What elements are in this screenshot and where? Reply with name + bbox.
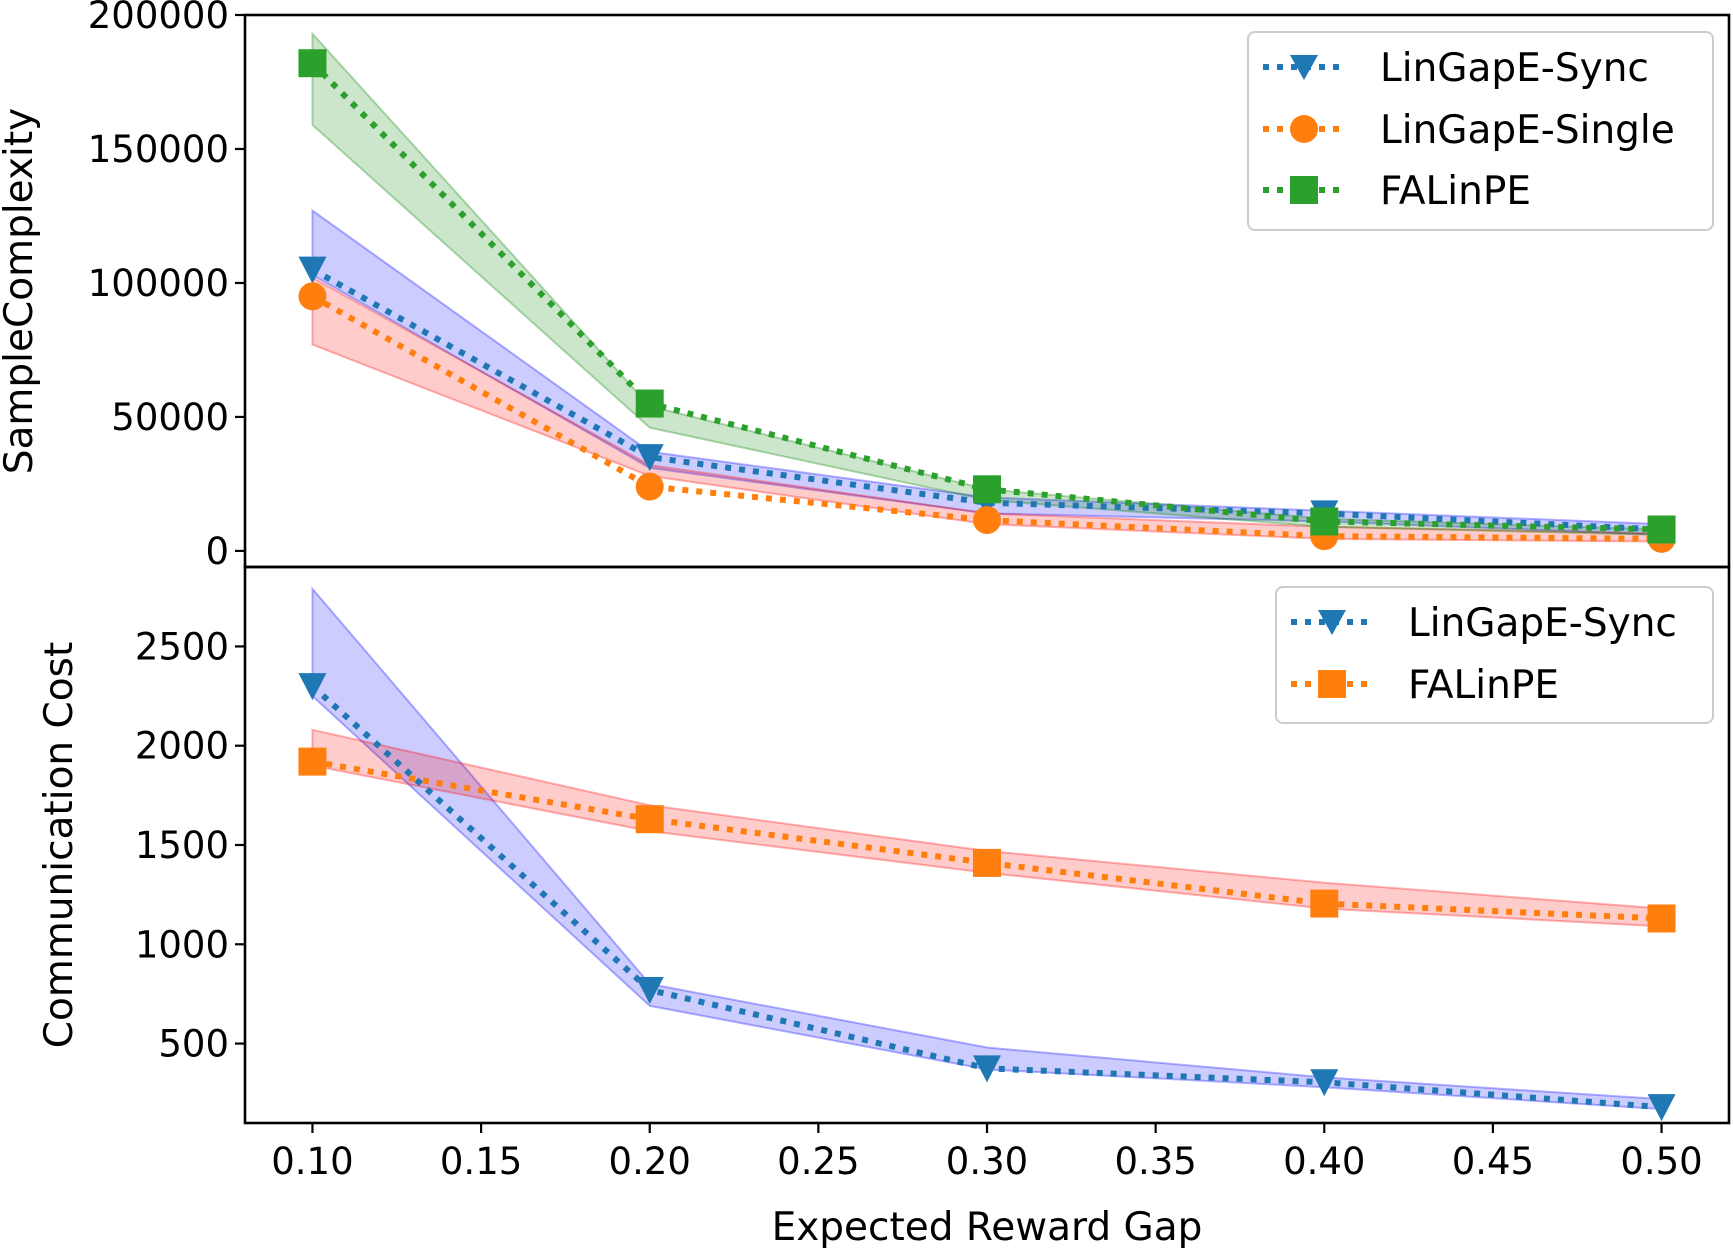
triangle-down-icon xyxy=(1290,55,1318,80)
legend-entry-lingape-sync: LinGapE-Sync xyxy=(1291,601,1677,646)
y-tick-label: 1500 xyxy=(135,824,229,867)
x-tick-label: 0.15 xyxy=(440,1140,522,1183)
point-lingape-sync xyxy=(635,976,664,1004)
point-falinpe xyxy=(1647,904,1676,933)
y-tick-label: 2000 xyxy=(135,725,229,768)
legend-entry-lingape-sync: LinGapE-Sync xyxy=(1263,46,1649,91)
top-legend-box xyxy=(1247,31,1714,231)
point-falinpe xyxy=(1310,507,1339,536)
point-falinpe xyxy=(298,747,327,776)
bottom-legend-box xyxy=(1275,586,1714,724)
x-tick-label: 0.30 xyxy=(946,1140,1028,1183)
legend-entry-falinpe: FALinPE xyxy=(1263,169,1531,214)
point-lingape-single xyxy=(973,506,1001,535)
legend-label: FALinPE xyxy=(1380,169,1531,214)
x-tick-label: 0.25 xyxy=(777,1140,859,1183)
top-series-markers xyxy=(298,49,1676,553)
line-falinpe xyxy=(311,758,1662,922)
x-tick-label: 0.20 xyxy=(609,1140,691,1183)
point-falinpe xyxy=(1647,515,1676,544)
point-falinpe xyxy=(973,475,1001,504)
x-tick-label: 0.45 xyxy=(1452,1140,1534,1183)
x-tick-label: 0.10 xyxy=(271,1140,353,1183)
y-tick-label: 500 xyxy=(158,1023,229,1066)
circle-icon xyxy=(1290,115,1318,143)
x-tick-label: 0.50 xyxy=(1620,1140,1702,1183)
x-axis-label: Expected Reward Gap xyxy=(772,1205,1203,1248)
bottom-y-ticks: 500 1000 1500 2000 2500 xyxy=(135,625,245,1066)
point-lingape-sync xyxy=(298,256,327,284)
point-lingape-sync xyxy=(298,673,327,701)
legend-label: LinGapE-Sync xyxy=(1408,601,1677,646)
y-tick-label: 2500 xyxy=(135,625,229,668)
point-lingape-sync xyxy=(635,444,664,472)
triangle-down-icon xyxy=(1318,610,1346,635)
point-falinpe xyxy=(298,49,327,78)
square-icon xyxy=(1290,176,1318,204)
point-lingape-single xyxy=(298,282,327,311)
x-tick-label: 0.35 xyxy=(1114,1140,1196,1183)
bottom-legend: LinGapE-Sync FALinPE xyxy=(1275,586,1714,724)
bottom-x-ticks: 0.10 0.15 0.20 0.25 0.30 0.35 0.40 0.45 0.50 xyxy=(271,1123,1703,1183)
point-lingape-sync xyxy=(973,1055,1001,1083)
point-falinpe xyxy=(635,389,664,418)
bottom-series-markers xyxy=(298,673,1676,1122)
legend-entry-lingape-single: LinGapE-Single xyxy=(1263,108,1675,153)
square-icon xyxy=(1318,670,1346,698)
top-y-axis-label: SampleComplexity xyxy=(0,108,42,475)
communication-cost-panel: 500 1000 1500 2000 2500 0.10 0.15 0.20 0.25 0.30… xyxy=(37,565,1731,1248)
bottom-plot-frame xyxy=(243,565,1731,1125)
bottom-y-axis-label: Communication Cost xyxy=(37,642,82,1049)
legend-label: LinGapE-Sync xyxy=(1380,46,1649,91)
x-tick-label: 0.40 xyxy=(1283,1140,1365,1183)
legend-entry-falinpe: FALinPE xyxy=(1291,663,1559,708)
y-tick-label: 1000 xyxy=(135,923,229,966)
y-tick-label: 0 xyxy=(205,530,229,573)
point-falinpe xyxy=(1310,889,1339,918)
line-lingape-sync xyxy=(310,266,1662,533)
top-legend: LinGapE-Sync LinGapE-Single FALinPE xyxy=(1247,31,1714,231)
point-falinpe xyxy=(635,805,664,834)
y-tick-label: 100000 xyxy=(88,262,229,305)
point-falinpe xyxy=(973,848,1001,877)
y-tick-label: 50000 xyxy=(111,396,229,439)
point-lingape-sync xyxy=(1310,1069,1339,1097)
y-tick-label: 200000 xyxy=(88,0,229,37)
point-lingape-single xyxy=(635,472,664,501)
point-lingape-sync xyxy=(1647,1094,1676,1122)
line-lingape-single xyxy=(310,293,1662,542)
legend-label: LinGapE-Single xyxy=(1380,108,1675,153)
sample-complexity-panel: 0 50000 100000 150000 200000 SampleComplexit… xyxy=(0,0,1731,573)
top-y-ticks: 0 50000 100000 150000 200000 xyxy=(88,0,245,573)
y-tick-label: 150000 xyxy=(88,128,229,171)
legend-label: FALinPE xyxy=(1408,663,1559,708)
